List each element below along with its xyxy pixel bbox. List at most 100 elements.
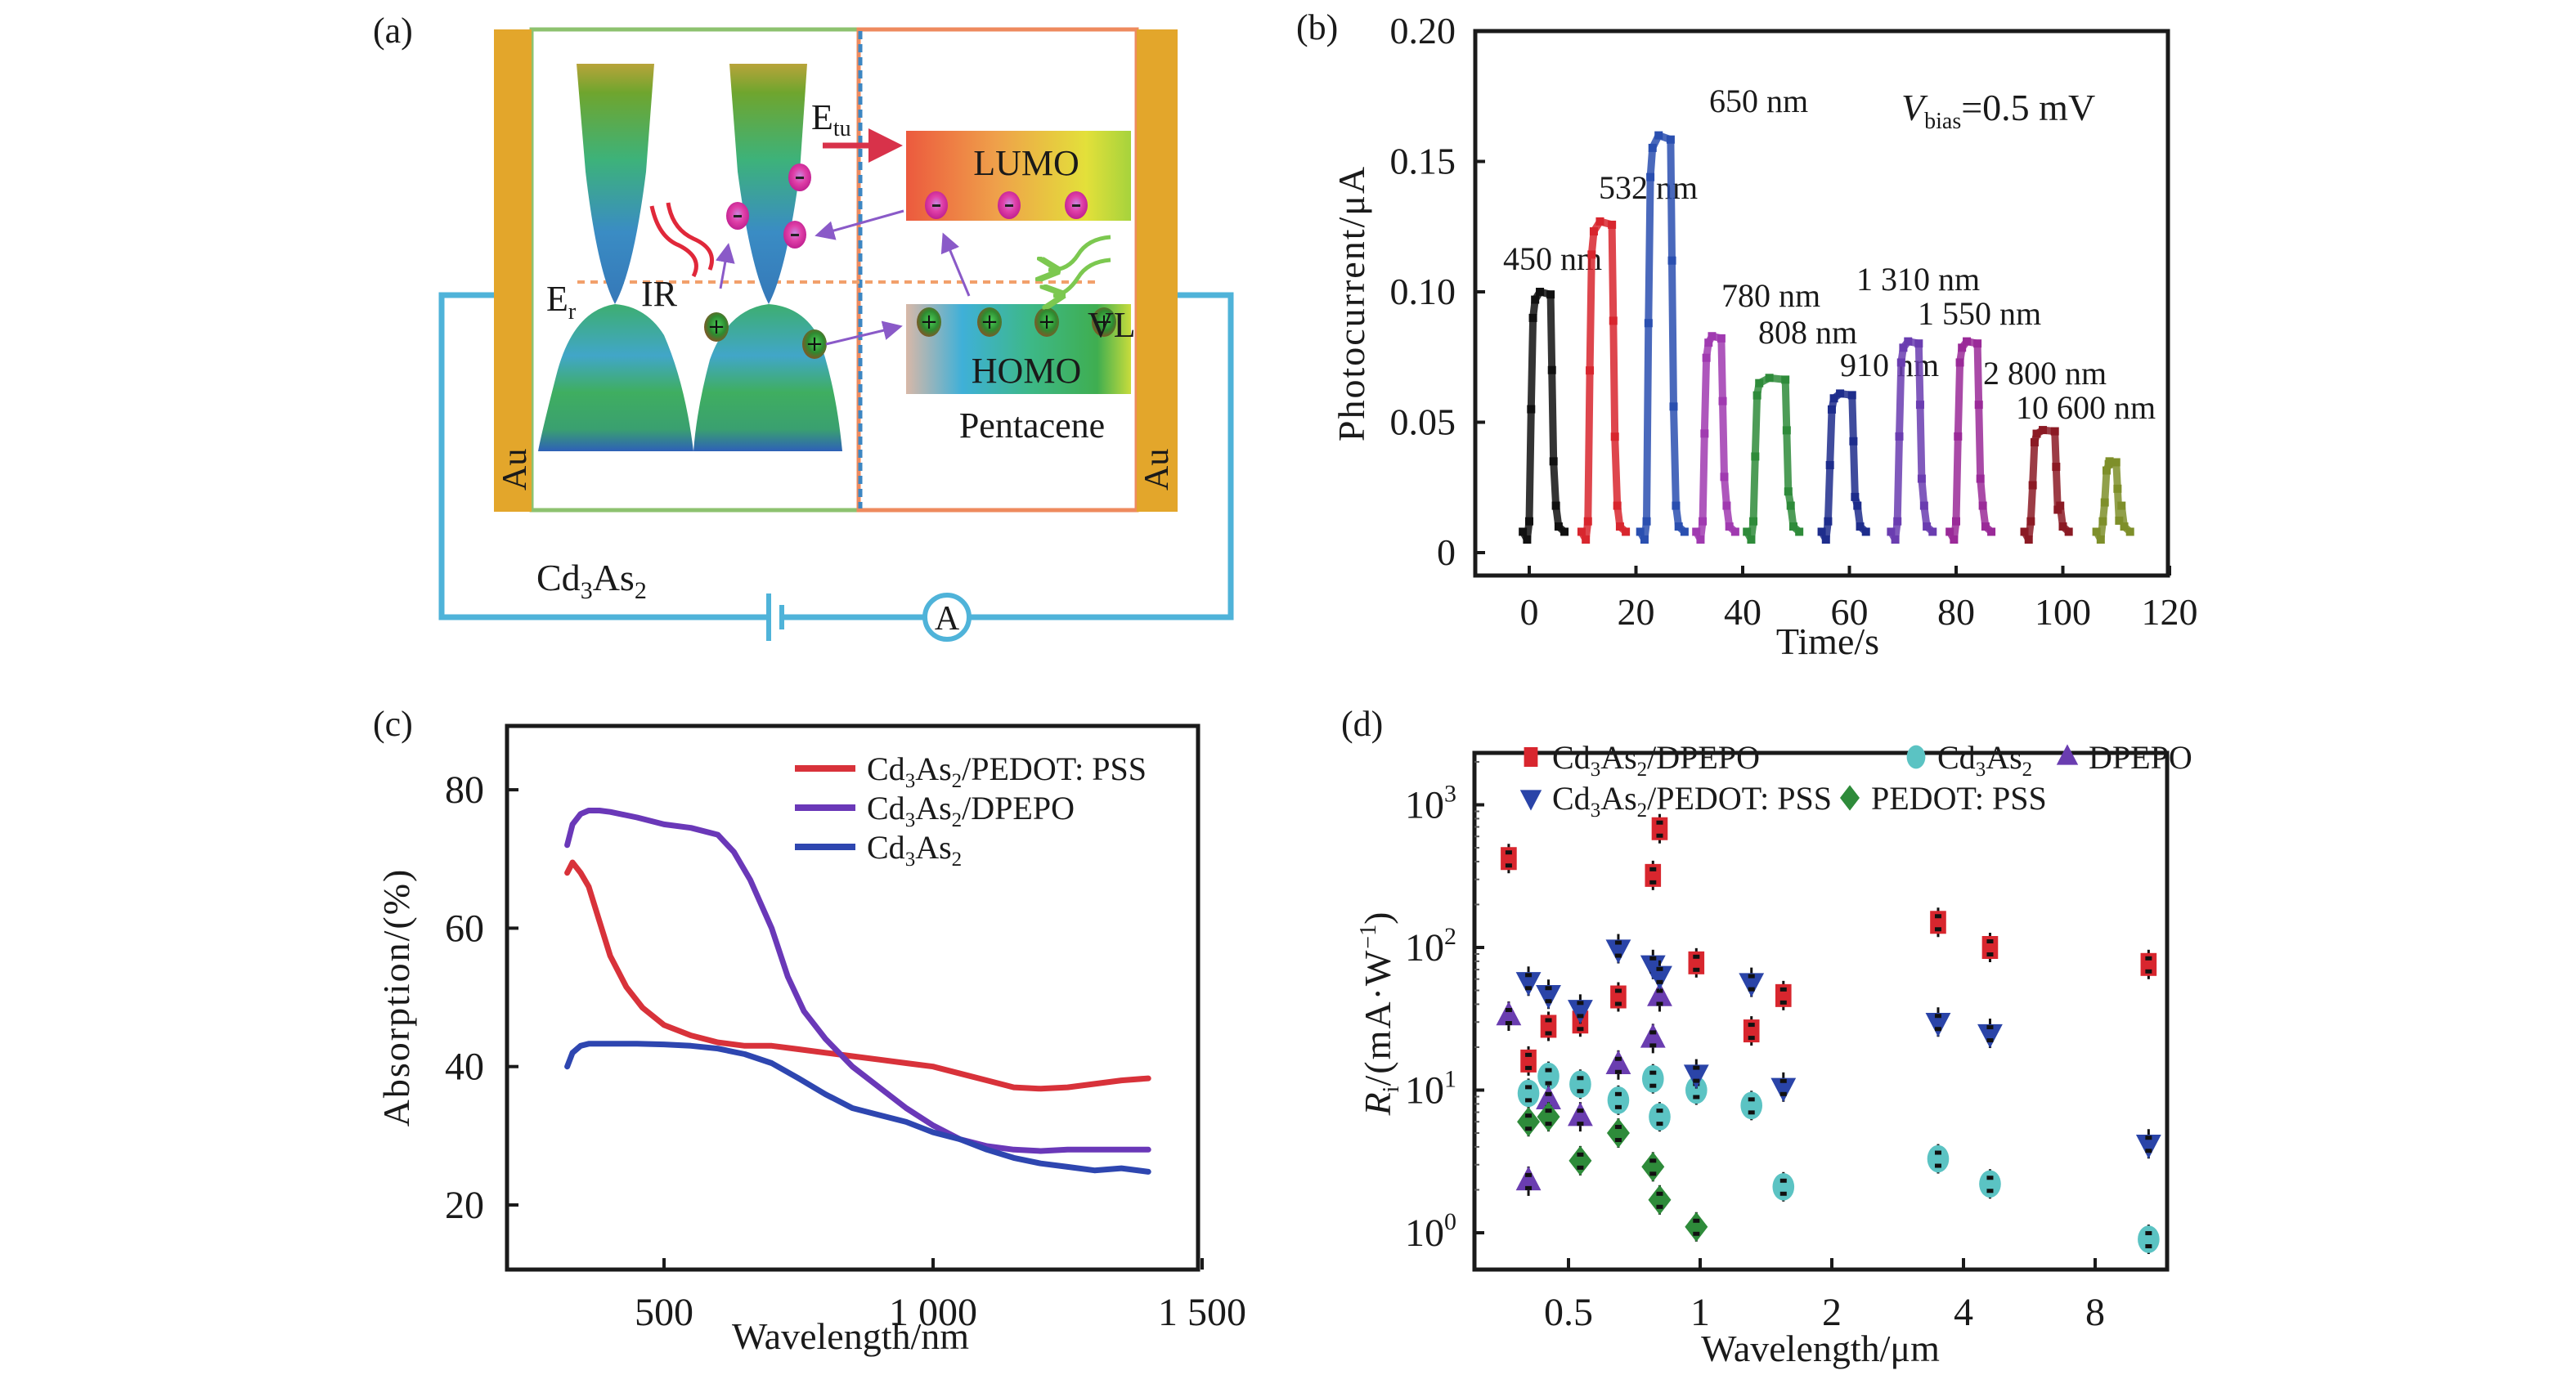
error-cap [2145,1135,2152,1140]
marker [1568,1000,1593,1024]
data-point [1765,374,1774,383]
data-point [1523,535,1532,544]
data-point [2064,527,2073,536]
data-point [1893,517,1902,526]
error-cap [1545,1091,1552,1096]
error-cap [1525,1185,1533,1190]
y-tick-label: 102 [1405,923,1456,970]
data-point [1987,527,1996,536]
data-point [1595,217,1604,226]
marker [1641,1152,1665,1182]
marker [1496,1001,1522,1026]
data-point [1861,527,1870,536]
error-cap [1649,867,1657,871]
y-tick-label: 100 [1405,1208,1456,1255]
marker [1517,1107,1541,1137]
data-point [1895,432,1904,441]
y-axis-label: Photocurrent/μA [1331,165,1372,441]
x-tick-label: 2 [1822,1291,1842,1334]
pulse-label: 808 nm [1758,314,1857,351]
data-point [2120,522,2129,531]
x-tick-label: 4 [1954,1291,1973,1334]
error-cap [1525,973,1533,978]
y-tick-label: 0.20 [1390,10,1456,52]
data-point [1930,907,1946,938]
homo-label: HOMO [972,351,1081,391]
data-point [1945,527,1954,536]
marker [1640,1023,1666,1048]
data-point [1651,813,1668,844]
y-axis-label: Ri/(mA·W−1) [1356,912,1404,1117]
legend: Cd3As2/DPEPO Cd3As2 DPEPO Cd3As2/PEDOT: PSS… [1519,739,2192,822]
data-point [2138,1224,2160,1254]
marker [1772,1172,1795,1201]
data-point [1702,353,1711,362]
data-point [1645,860,1662,890]
data-point [1647,960,1672,991]
data-point [1817,527,1826,536]
marker [1537,1062,1560,1091]
x-tick-label: 0 [1520,591,1539,633]
data-point [1958,343,1967,352]
marker [1925,1013,1951,1037]
data-point [2096,535,2105,544]
error-cap [1525,1098,1533,1103]
data-point [1641,1152,1665,1182]
marker [1520,1049,1537,1073]
error-cap [1649,1030,1657,1035]
data-point [1519,527,1528,536]
marker [1641,1064,1664,1093]
series-diamond [1517,1101,1708,1242]
data-point [1788,522,1797,531]
error-cap [2145,1149,2152,1153]
data-point [1528,313,1537,322]
error-cap [1545,986,1552,991]
panel-a-device-diagram: (a) A Au Au LUMO HOMO Pentacene [373,11,1234,642]
data-point [1582,535,1591,544]
error-cap [1693,954,1700,959]
data-point [1772,1171,1795,1202]
hole-icon: + [1092,307,1116,337]
data-point [1654,131,1663,140]
data-point [1740,1091,1763,1121]
error-cap [1693,1231,1700,1236]
data-point [1755,378,1764,387]
marker [1683,1064,1709,1089]
error-cap [1545,1122,1552,1126]
data-point [1606,1118,1630,1149]
x-tick-label: 1 000 [889,1291,977,1334]
pulse-label: 910 nm [1840,347,1939,383]
data-point [1525,517,1533,526]
plot-frame [1473,29,2170,578]
error-cap [1693,1078,1700,1083]
data-point [1515,1166,1542,1196]
data-point [1825,460,1834,469]
error-cap [1614,1069,1622,1074]
marker [1647,982,1672,1006]
error-cap [1934,927,1941,932]
data-point [1887,527,1896,536]
error-cap [1693,967,1700,972]
hole-icon: + [1034,307,1059,337]
marker [1515,972,1542,997]
plot-frame [505,723,1200,1272]
error-cap [1748,1023,1755,1028]
error-cap [1577,1122,1584,1126]
error-cap [2145,956,2152,961]
data-point [1927,1144,1950,1174]
data-point [1923,522,1932,531]
error-cap [1614,940,1622,945]
error-cap [1779,1191,1787,1196]
series-circle [1517,1061,2160,1254]
circuit-wire [438,292,1234,620]
marker [2140,952,2157,976]
marker [1537,1101,1560,1132]
data-point [1605,1050,1631,1080]
error-cap [1748,974,1755,979]
data-point [1955,358,1964,367]
data-point [1781,375,1790,384]
error-cap [1505,1008,1512,1013]
data-point [1527,405,1536,414]
data-point [1914,339,1923,348]
